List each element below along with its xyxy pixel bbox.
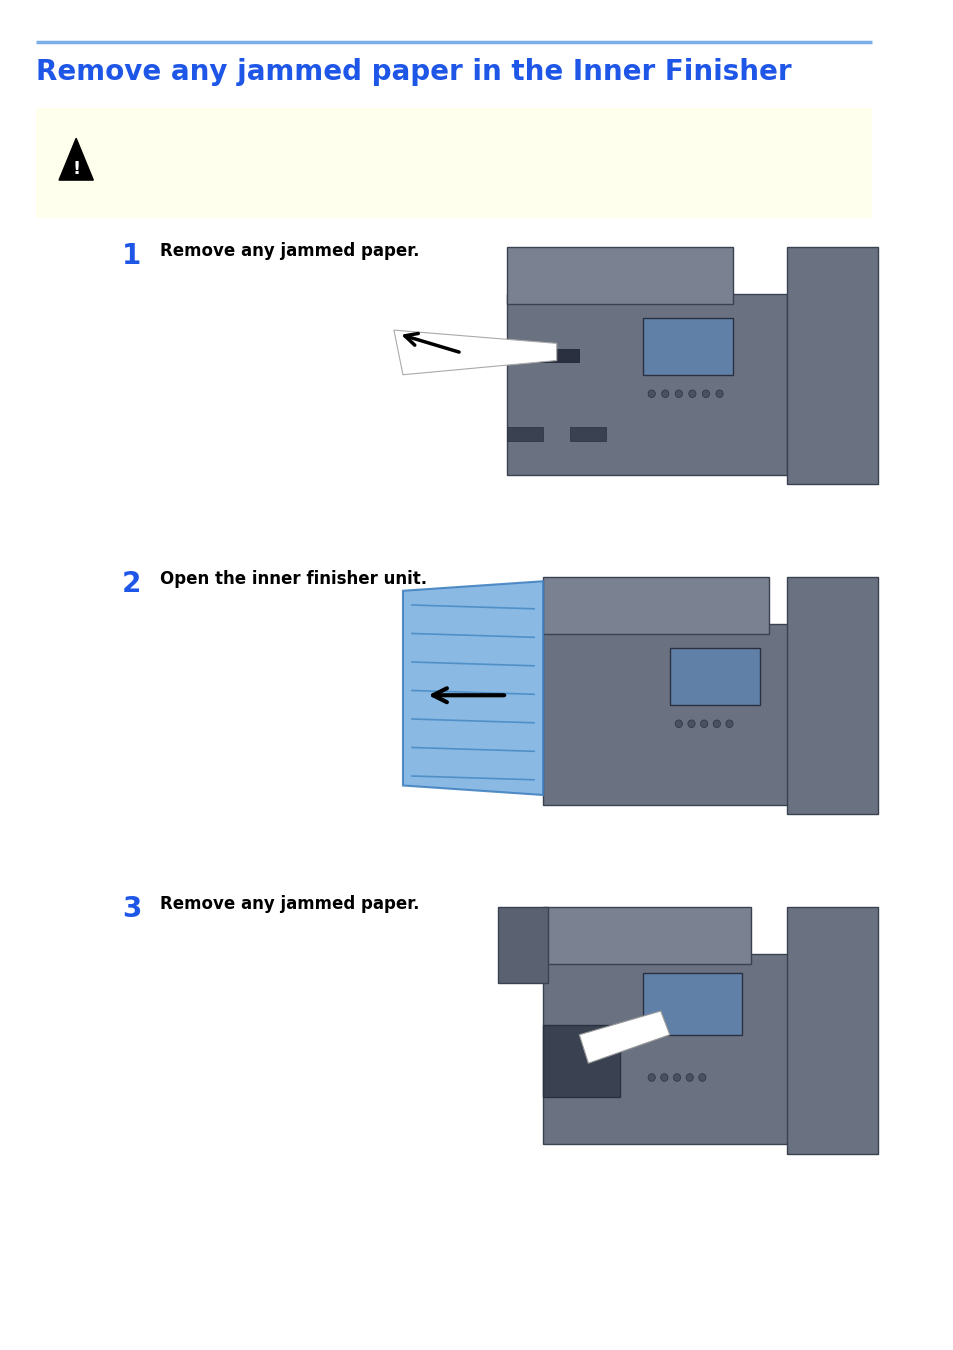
Text: Remove any jammed paper.: Remove any jammed paper.: [160, 895, 419, 913]
Text: 2: 2: [122, 570, 141, 598]
Circle shape: [688, 390, 696, 397]
FancyBboxPatch shape: [506, 247, 732, 304]
Circle shape: [685, 1073, 693, 1081]
FancyBboxPatch shape: [506, 294, 786, 474]
Text: Open the inner finisher unit.: Open the inner finisher unit.: [160, 570, 427, 589]
Polygon shape: [394, 331, 557, 375]
Circle shape: [647, 1073, 655, 1081]
Text: Remove any jammed paper in the Inner Finisher: Remove any jammed paper in the Inner Fin…: [36, 58, 791, 86]
FancyBboxPatch shape: [642, 317, 732, 375]
Circle shape: [713, 720, 720, 728]
Text: 1: 1: [122, 242, 141, 270]
FancyBboxPatch shape: [506, 427, 542, 441]
Circle shape: [698, 1073, 705, 1081]
Text: !: !: [72, 161, 80, 178]
Circle shape: [675, 390, 681, 397]
FancyBboxPatch shape: [542, 1025, 619, 1096]
Circle shape: [660, 1073, 667, 1081]
Polygon shape: [59, 138, 93, 180]
FancyBboxPatch shape: [786, 906, 877, 1153]
Circle shape: [675, 720, 681, 728]
FancyBboxPatch shape: [542, 906, 750, 964]
FancyBboxPatch shape: [542, 576, 768, 633]
FancyBboxPatch shape: [542, 624, 822, 805]
Polygon shape: [402, 582, 542, 795]
Circle shape: [673, 1073, 679, 1081]
Circle shape: [661, 390, 668, 397]
FancyBboxPatch shape: [642, 973, 741, 1034]
FancyBboxPatch shape: [786, 247, 877, 485]
Circle shape: [647, 390, 655, 397]
Polygon shape: [578, 1011, 669, 1064]
FancyBboxPatch shape: [542, 954, 822, 1143]
Circle shape: [701, 390, 709, 397]
Circle shape: [725, 720, 732, 728]
FancyBboxPatch shape: [570, 427, 606, 441]
Text: 3: 3: [122, 895, 141, 923]
FancyBboxPatch shape: [669, 648, 760, 705]
FancyBboxPatch shape: [786, 576, 877, 814]
Circle shape: [700, 720, 707, 728]
Text: Remove any jammed paper.: Remove any jammed paper.: [160, 242, 419, 261]
FancyBboxPatch shape: [506, 350, 578, 362]
FancyBboxPatch shape: [497, 906, 547, 983]
Circle shape: [687, 720, 695, 728]
FancyBboxPatch shape: [36, 108, 871, 217]
Circle shape: [715, 390, 722, 397]
